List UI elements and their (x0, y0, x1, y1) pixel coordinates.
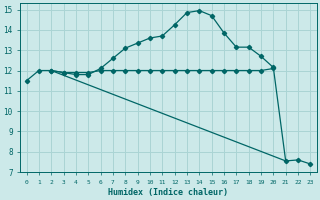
X-axis label: Humidex (Indice chaleur): Humidex (Indice chaleur) (108, 188, 228, 197)
